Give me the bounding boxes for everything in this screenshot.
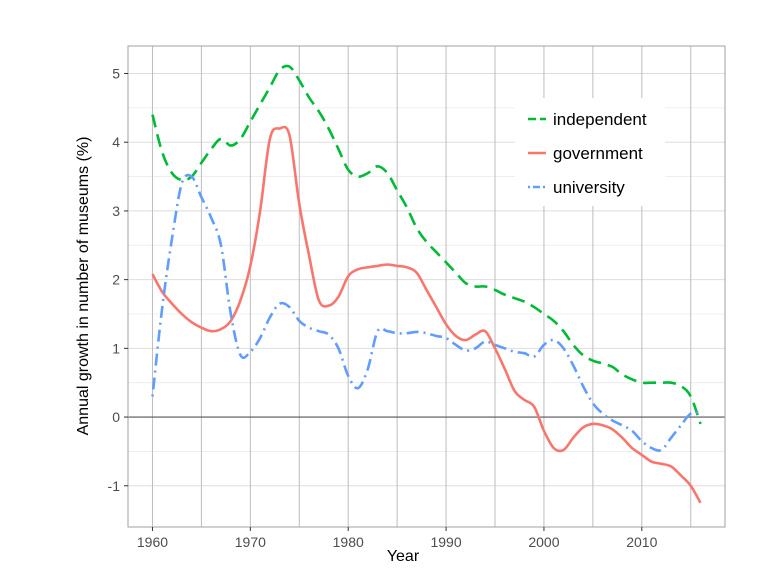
x-tick-label: 1960 <box>137 534 168 550</box>
series-lines <box>151 64 702 504</box>
y-tick-label: 5 <box>112 65 120 81</box>
series-line-independent <box>151 64 702 425</box>
legend-label-university: university <box>553 178 625 197</box>
y-tick-label: 1 <box>112 340 120 356</box>
x-tick-label: 1970 <box>235 534 266 550</box>
series-line-university <box>151 173 701 452</box>
x-axis-title: Year <box>387 548 420 565</box>
x-tick-label: 2010 <box>626 534 657 550</box>
y-tick-label: 4 <box>112 134 120 150</box>
y-tick-label: -1 <box>108 478 121 494</box>
y-tick-label: 3 <box>112 203 120 219</box>
legend: independent government university <box>515 98 665 206</box>
legend-label-government: government <box>553 144 643 163</box>
legend-label-independent: independent <box>553 110 647 129</box>
y-axis-title: Annual growth in number of museums (%) <box>75 137 92 436</box>
x-tick-label: 2000 <box>528 534 559 550</box>
x-axis-ticks: 1960 1970 1980 1990 2000 2010 <box>137 527 658 550</box>
series-line-government <box>151 125 702 504</box>
plot-panel-border <box>127 45 726 528</box>
y-tick-label: 2 <box>112 272 120 288</box>
y-tick-label: 0 <box>112 409 120 425</box>
x-tick-label: 1990 <box>430 534 461 550</box>
x-tick-label: 1980 <box>333 534 364 550</box>
y-axis-ticks: -1 0 1 2 3 4 5 <box>108 65 128 494</box>
